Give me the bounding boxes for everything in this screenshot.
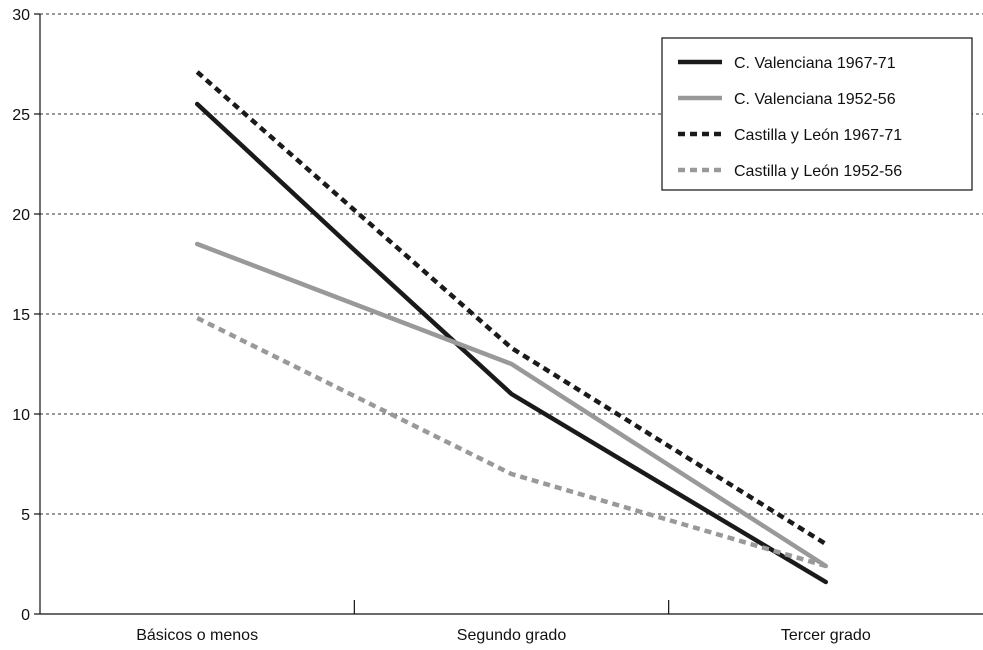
series-line-3 <box>195 70 827 546</box>
series-line-4 <box>196 315 827 569</box>
legend-label: C. Valenciana 1952-56 <box>734 91 896 108</box>
y-tick-label: 20 <box>12 207 30 224</box>
x-axis-ticks: Básicos o menos Segundo grado Tercer grado <box>136 600 871 644</box>
y-tick-label: 25 <box>12 107 30 124</box>
y-tick-label: 15 <box>12 307 30 324</box>
x-tick-label: Segundo grado <box>457 627 567 644</box>
gridlines <box>40 13 983 515</box>
legend-label: Castilla y León 1967-71 <box>734 127 902 144</box>
series-line-1 <box>194 101 829 585</box>
y-axis-ticks: 0 5 10 15 20 25 30 <box>12 7 40 624</box>
series-lines <box>194 70 829 585</box>
legend-label: C. Valenciana 1967-71 <box>734 55 896 72</box>
x-tick-label: Básicos o menos <box>136 627 258 644</box>
y-tick-label: 0 <box>21 607 30 624</box>
y-tick-label: 10 <box>12 407 30 424</box>
legend-label: Castilla y León 1952-56 <box>734 163 902 180</box>
series-line-2 <box>194 241 829 569</box>
y-tick-label: 5 <box>21 507 30 524</box>
x-tick-label: Tercer grado <box>781 627 871 644</box>
legend: C. Valenciana 1967-71 C. Valenciana 1952-… <box>661 37 973 191</box>
y-tick-label: 30 <box>12 7 30 24</box>
